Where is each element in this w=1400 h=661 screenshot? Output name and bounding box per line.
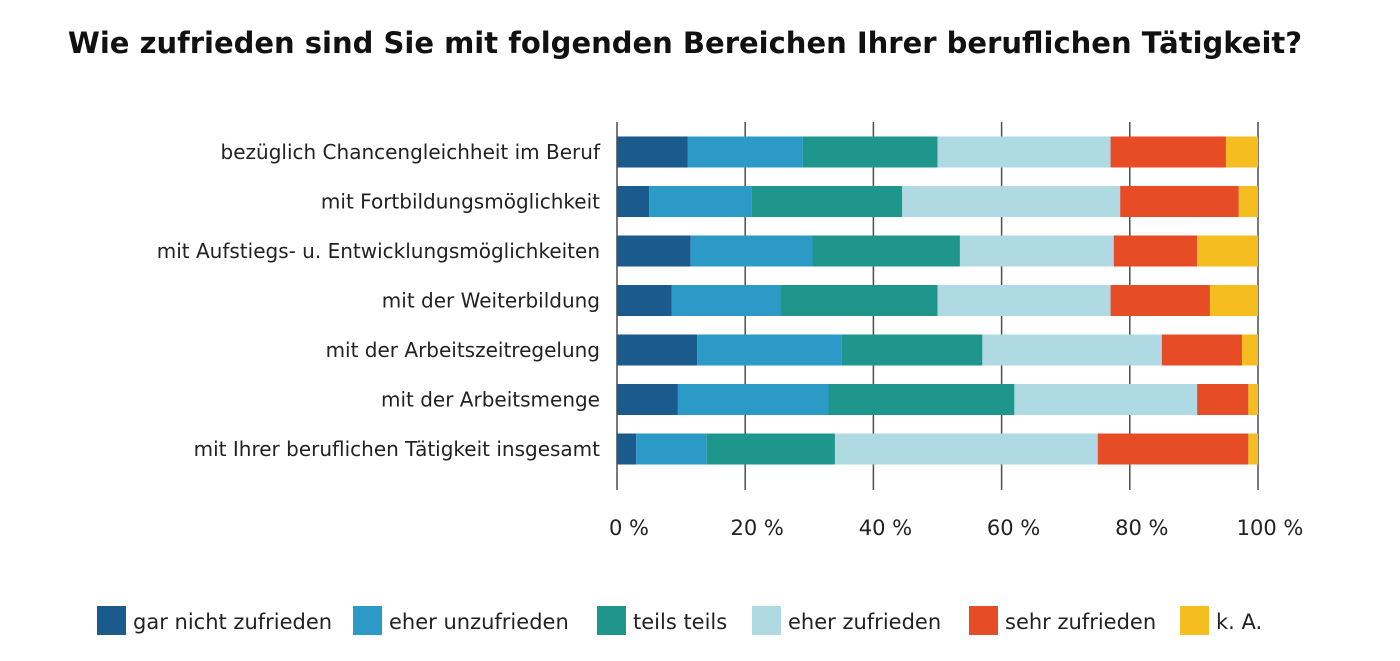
bar-segment-3-4 bbox=[1110, 285, 1210, 316]
bar-segment-4-4 bbox=[1161, 334, 1242, 366]
legend-swatch-4 bbox=[969, 606, 998, 635]
category-label-5: mit der Arbeitsmenge bbox=[381, 388, 600, 412]
bar-segment-5-5 bbox=[1248, 384, 1258, 415]
x-tick-label-3: 60 % bbox=[987, 516, 1040, 540]
x-tick-label-1: 20 % bbox=[731, 516, 784, 540]
x-tick-label-4: 80 % bbox=[1115, 516, 1168, 540]
bar-segment-5-2 bbox=[828, 384, 1015, 415]
bar-segment-1-2 bbox=[751, 186, 903, 217]
bar-segment-6-5 bbox=[1248, 433, 1258, 465]
legend-swatch-1 bbox=[353, 606, 382, 635]
bar-segment-1-4 bbox=[1120, 186, 1239, 217]
bar-segment-4-2 bbox=[841, 334, 983, 366]
bar-segment-6-1 bbox=[636, 433, 707, 465]
category-label-2: mit Aufstiegs- u. Entwicklungsmöglichkei… bbox=[157, 239, 600, 263]
bar-segment-0-1 bbox=[687, 136, 803, 168]
bar-segment-2-5 bbox=[1197, 235, 1258, 267]
bar-segment-3-2 bbox=[780, 285, 938, 316]
legend-swatch-2 bbox=[597, 606, 626, 635]
legend-swatch-3 bbox=[752, 606, 781, 635]
legend-swatch-0 bbox=[97, 606, 126, 635]
bar-segment-1-3 bbox=[902, 186, 1121, 217]
x-tick-label-0: 0 % bbox=[609, 516, 649, 540]
legend-item-4: sehr zufrieden bbox=[969, 606, 1156, 635]
bar-segment-2-0 bbox=[617, 235, 691, 267]
bar-segment-3-1 bbox=[671, 285, 781, 316]
bar-segment-2-2 bbox=[812, 235, 960, 267]
bar-segment-5-3 bbox=[1014, 384, 1198, 415]
chart-title: Wie zufrieden sind Sie mit folgenden Ber… bbox=[68, 26, 1302, 60]
bar-segment-0-0 bbox=[617, 136, 688, 168]
legend-label-2: teils teils bbox=[633, 610, 727, 634]
bar-segment-1-1 bbox=[649, 186, 752, 217]
bar-segment-4-1 bbox=[697, 334, 842, 366]
legend-item-1: eher unzufrieden bbox=[353, 606, 569, 635]
bar-segment-5-1 bbox=[677, 384, 829, 415]
bar-segment-0-5 bbox=[1225, 136, 1258, 168]
x-axis-ticks: 0 % 20 % 40 % 60 % 80 % 100 % bbox=[609, 516, 1303, 540]
legend: gar nicht zufrieden eher unzufrieden teils… bbox=[97, 606, 1262, 635]
bar-segment-4-3 bbox=[982, 334, 1162, 366]
legend-label-4: sehr zufrieden bbox=[1005, 610, 1156, 634]
bar-segment-2-3 bbox=[959, 235, 1114, 267]
bar-segment-1-5 bbox=[1238, 186, 1258, 217]
legend-item-0: gar nicht zufrieden bbox=[97, 606, 332, 635]
legend-item-3: eher zufrieden bbox=[752, 606, 941, 635]
category-label-0: bezüglich Chancengleichheit im Beruf bbox=[221, 140, 601, 164]
bar-segment-1-0 bbox=[617, 186, 650, 217]
category-label-6: mit Ihrer beruflichen Tätigkeit insgesam… bbox=[194, 437, 601, 461]
legend-label-0: gar nicht zufrieden bbox=[133, 610, 332, 634]
bars bbox=[617, 136, 1258, 465]
bar-segment-5-0 bbox=[617, 384, 678, 415]
bar-segment-6-4 bbox=[1097, 433, 1249, 465]
legend-swatch-5 bbox=[1180, 606, 1209, 635]
bar-segment-6-0 bbox=[617, 433, 637, 465]
bar-segment-0-4 bbox=[1110, 136, 1226, 168]
category-label-1: mit Fortbildungsmöglichkeit bbox=[321, 190, 600, 214]
x-tick-label-2: 40 % bbox=[859, 516, 912, 540]
legend-item-5: k. A. bbox=[1180, 606, 1262, 635]
legend-label-3: eher zufrieden bbox=[788, 610, 941, 634]
bar-segment-6-3 bbox=[834, 433, 1098, 465]
bar-segment-3-0 bbox=[617, 285, 672, 316]
bar-segment-3-3 bbox=[937, 285, 1111, 316]
category-labels: bezüglich Chancengleichheit im Beruf mit … bbox=[157, 140, 601, 461]
legend-item-2: teils teils bbox=[597, 606, 727, 635]
legend-label-1: eher unzufrieden bbox=[389, 610, 569, 634]
bar-segment-2-1 bbox=[690, 235, 813, 267]
bar-segment-4-5 bbox=[1241, 334, 1258, 366]
legend-label-5: k. A. bbox=[1216, 610, 1262, 634]
bar-segment-0-2 bbox=[802, 136, 938, 168]
category-label-3: mit der Weiterbildung bbox=[382, 289, 600, 313]
category-label-4: mit der Arbeitszeitregelung bbox=[326, 338, 600, 362]
bar-segment-5-4 bbox=[1197, 384, 1249, 415]
x-tick-label-5: 100 % bbox=[1237, 516, 1304, 540]
bar-segment-4-0 bbox=[617, 334, 698, 366]
bar-segment-3-5 bbox=[1209, 285, 1258, 316]
bar-segment-0-3 bbox=[937, 136, 1111, 168]
bar-segment-6-2 bbox=[706, 433, 835, 465]
bar-segment-2-4 bbox=[1113, 235, 1198, 267]
